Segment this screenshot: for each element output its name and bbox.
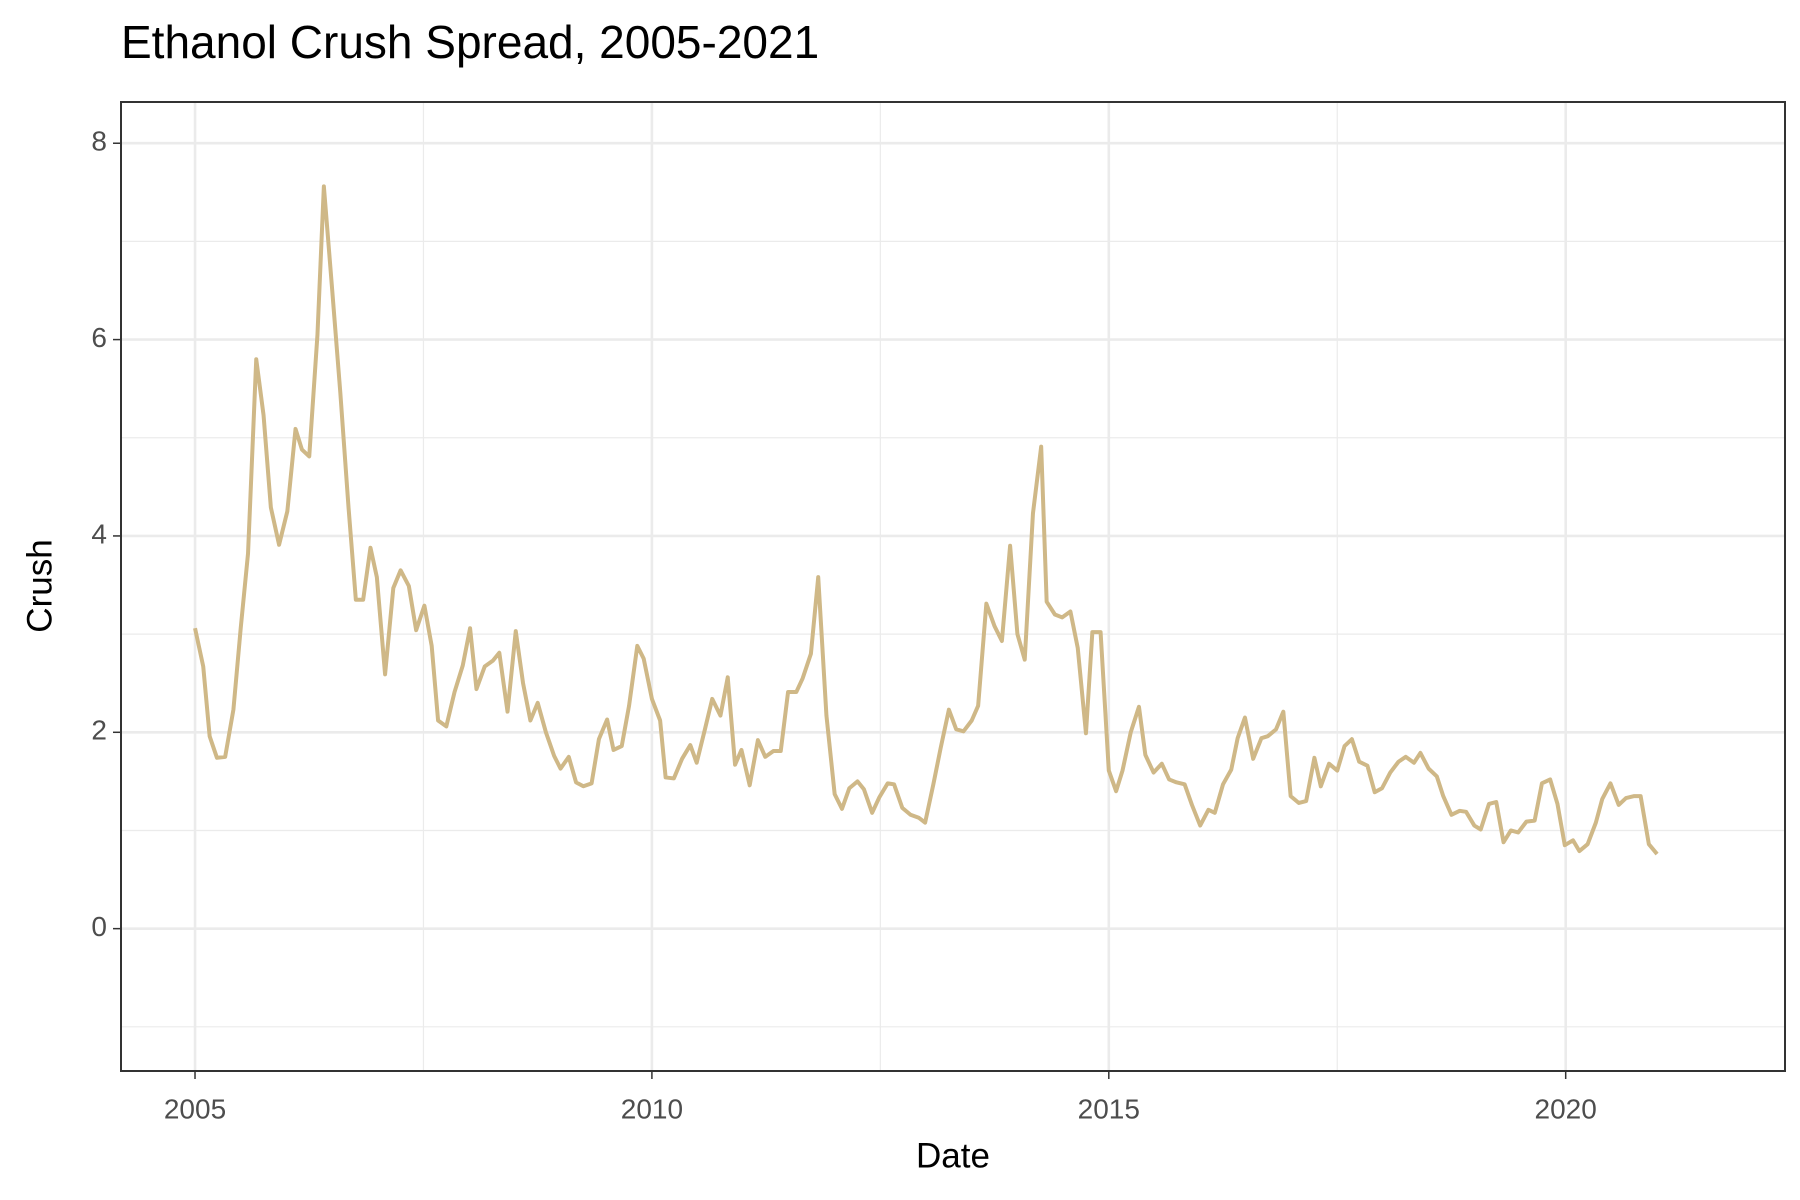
x-tick-label: 2020 xyxy=(1535,1093,1597,1124)
chart-title: Ethanol Crush Spread, 2005-2021 xyxy=(121,16,819,68)
y-tick-label: 2 xyxy=(91,715,107,746)
x-tick-label: 2010 xyxy=(621,1093,683,1124)
plot-border xyxy=(120,101,1786,1072)
plot-background xyxy=(121,102,1785,1071)
x-tick-label: 2015 xyxy=(1078,1093,1140,1124)
series-line xyxy=(193,184,1659,856)
x-tick-label: 2005 xyxy=(164,1093,226,1124)
y-tick-label: 6 xyxy=(91,322,107,353)
y-tick-label: 0 xyxy=(91,911,107,942)
y-tick-label: 4 xyxy=(91,518,107,549)
x-axis-title: Date xyxy=(916,1136,990,1175)
y-tick-label: 8 xyxy=(91,126,107,157)
y-axis-title: Crush xyxy=(20,539,59,632)
